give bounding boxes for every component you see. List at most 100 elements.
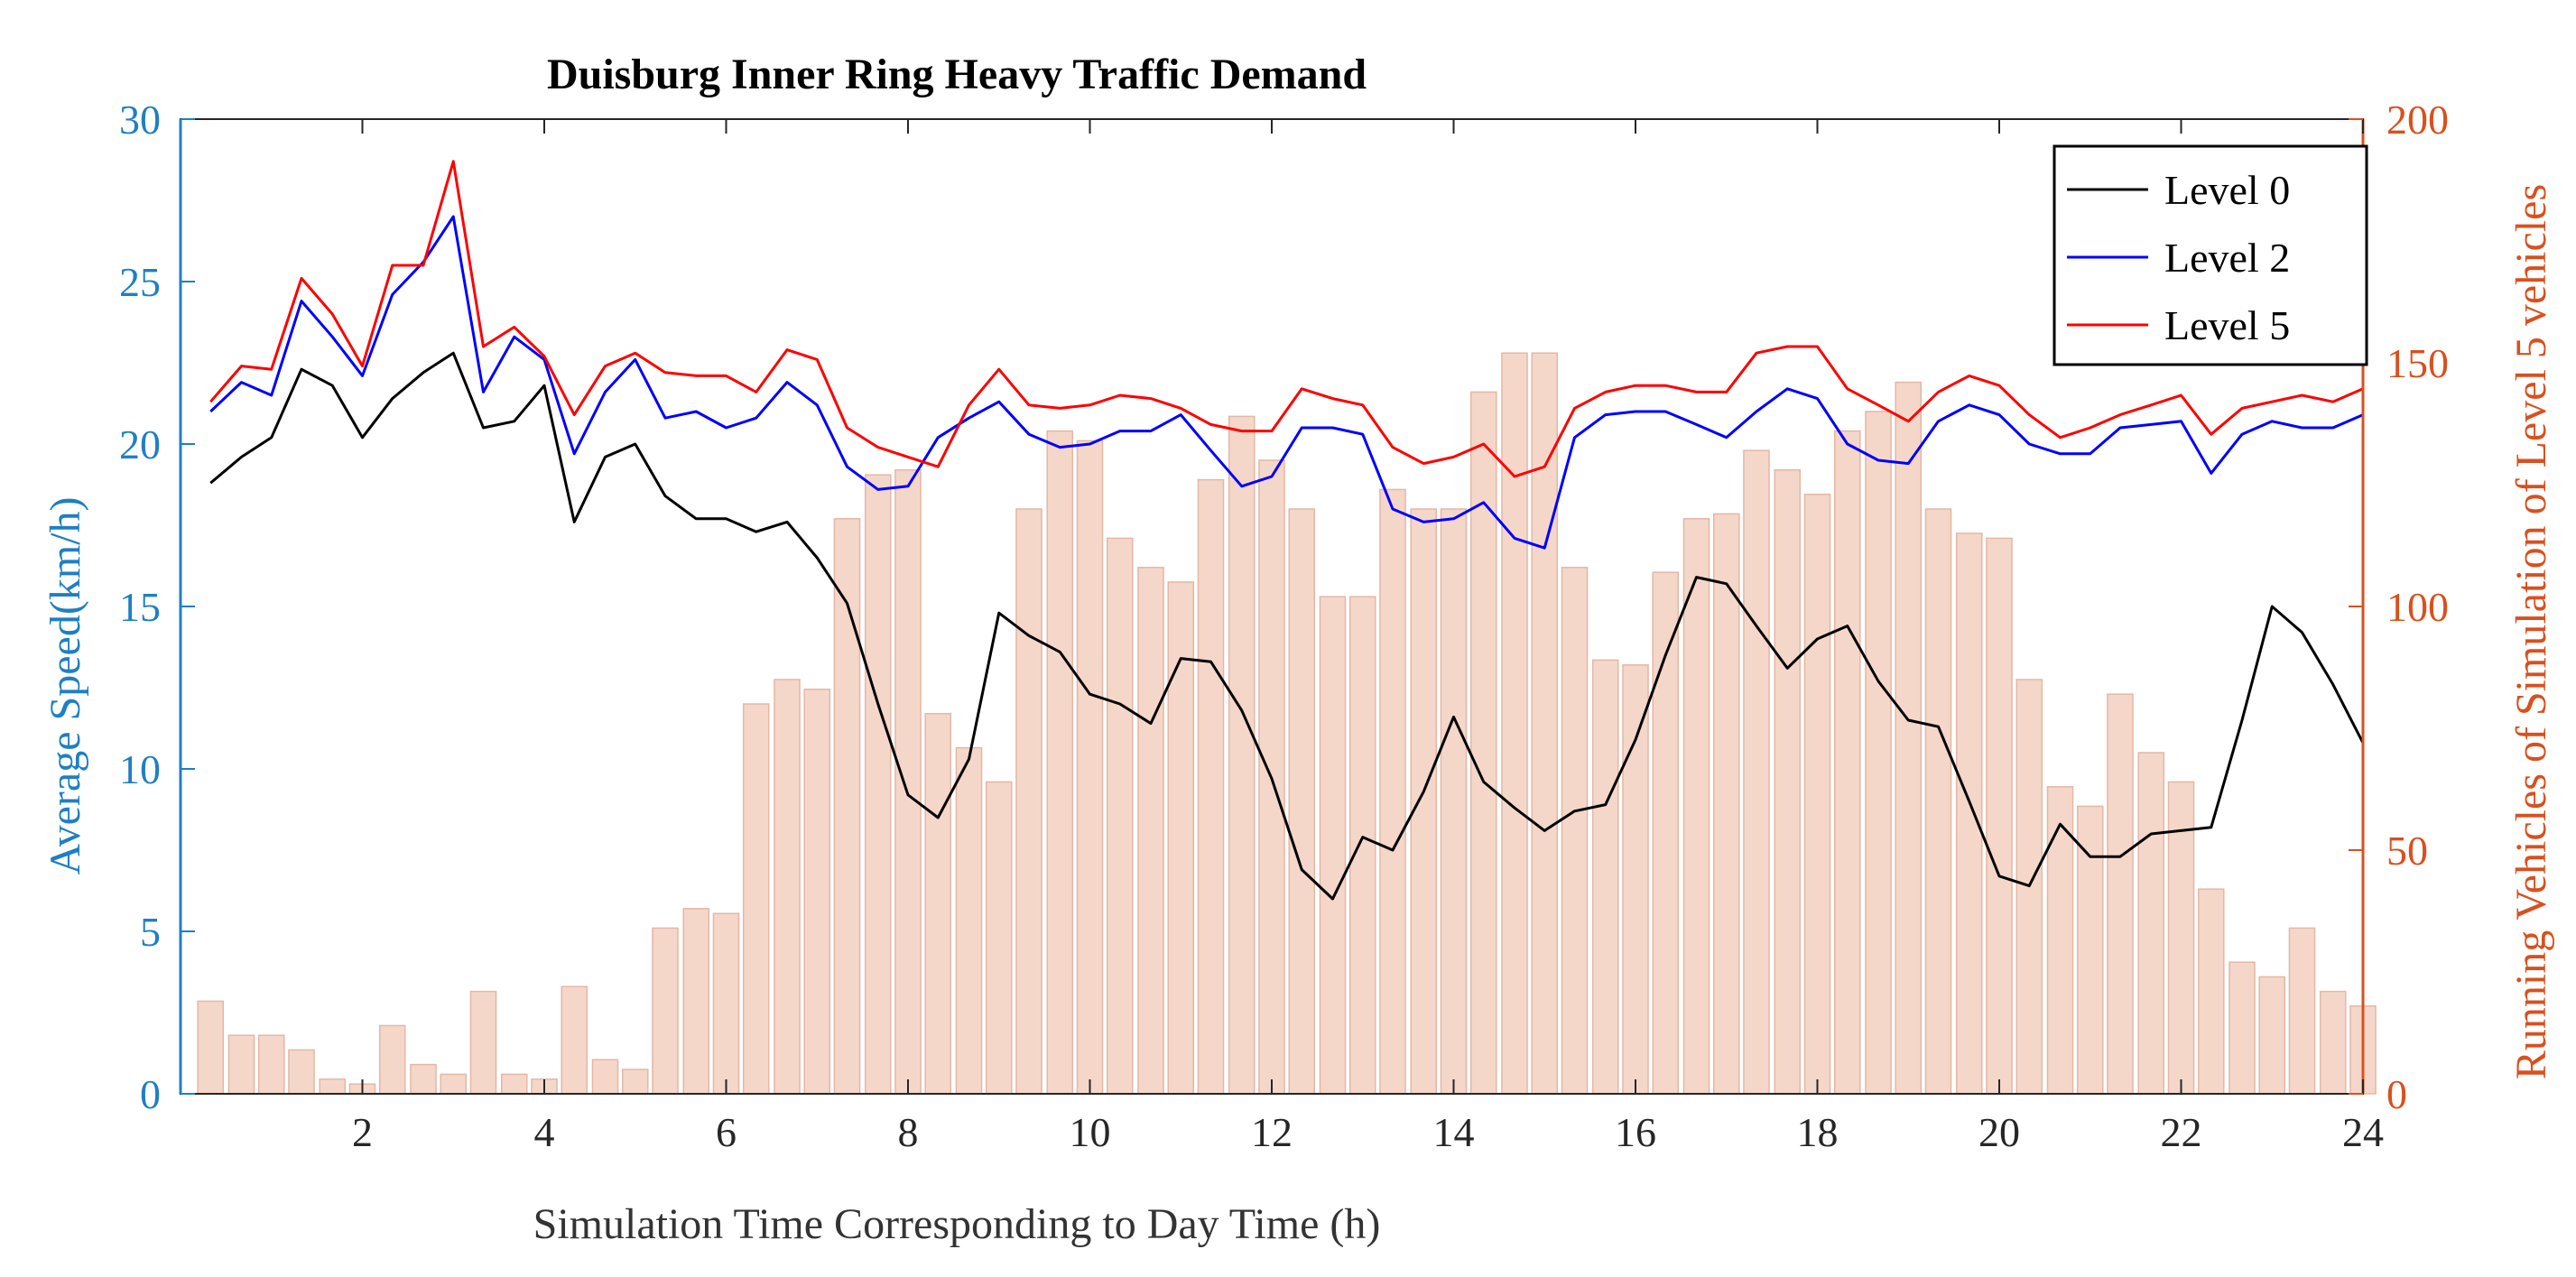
bar-running-vehicles (1924, 508, 1952, 1095)
bar-running-vehicles (2137, 752, 2165, 1095)
bar-running-vehicles (985, 781, 1013, 1095)
bar-running-vehicles (1955, 532, 1983, 1095)
y-right-tick-label: 100 (2386, 584, 2449, 630)
bar-running-vehicles (803, 689, 831, 1095)
bar-running-vehicles (1015, 508, 1042, 1095)
y-left-tick-label: 0 (140, 1071, 161, 1117)
bar-running-vehicles (2288, 927, 2316, 1095)
x-tick-label: 10 (1070, 1109, 1111, 1155)
bar-running-vehicles (440, 1073, 468, 1095)
bar-running-vehicles (1076, 440, 1104, 1095)
bar-running-vehicles (1682, 518, 1710, 1095)
bar-running-vehicles (1440, 508, 1468, 1095)
y-left-tick-label: 5 (140, 909, 161, 955)
bar-running-vehicles (1865, 411, 1892, 1095)
bar-running-vehicles (591, 1059, 619, 1095)
legend: Level 0 Level 2 Level 5 (2052, 144, 2368, 366)
bar-running-vehicles (924, 713, 952, 1095)
y-left-tick-label: 30 (119, 97, 161, 143)
bar-running-vehicles (1986, 537, 2013, 1095)
bar-running-vehicles (1106, 537, 1134, 1095)
legend-label-level-5: Level 5 (2164, 302, 2290, 348)
bar-running-vehicles (197, 1000, 225, 1095)
bar-running-vehicles (288, 1049, 315, 1095)
y-right-tick-label: 200 (2386, 97, 2449, 143)
x-tick-label: 16 (1615, 1109, 1656, 1155)
bar-running-vehicles (1197, 478, 1225, 1095)
bar-running-vehicles (2197, 888, 2225, 1095)
axes-layer: 2 4 6 8 10 12 14 16 18 20 22 2405101520253005010015… (119, 97, 2449, 1155)
bar-running-vehicles (1591, 659, 1619, 1095)
bar-running-vehicles (257, 1034, 285, 1095)
bar-running-vehicles (1348, 596, 1376, 1095)
y-axis-right-label: Running Vehicles of Simulation of Level … (2507, 184, 2555, 1079)
bar-running-vehicles (2258, 976, 2286, 1095)
x-tick-label: 2 (352, 1109, 373, 1155)
bar-running-vehicles (774, 679, 801, 1095)
legend-label-level-2: Level 2 (2164, 235, 2290, 281)
bar-running-vehicles (469, 990, 497, 1095)
bar-running-vehicles (1469, 391, 1497, 1095)
bar-running-vehicles (1379, 488, 1406, 1095)
bar-running-vehicles (1622, 664, 1649, 1095)
bar-running-vehicles (894, 469, 922, 1095)
series-line-level-0 (209, 351, 2365, 901)
bar-running-vehicles (410, 1063, 437, 1095)
bar-running-vehicles (227, 1034, 255, 1095)
bar-running-vehicles (1501, 352, 1528, 1095)
bar-running-vehicles (1803, 494, 1831, 1095)
bar-running-vehicles (864, 474, 892, 1095)
lines-layer (209, 160, 2365, 901)
bar-running-vehicles (2229, 961, 2256, 1095)
bar-running-vehicles (1652, 571, 1680, 1095)
bar-running-vehicles (500, 1073, 528, 1095)
bar-running-vehicles (2107, 693, 2134, 1095)
series-line-level-2 (209, 215, 2364, 550)
y-left-tick-label: 15 (119, 584, 161, 630)
bar-running-vehicles (2046, 786, 2074, 1095)
bar-running-vehicles (1319, 596, 1347, 1095)
series-line-level-5 (209, 160, 2364, 478)
x-tick-label: 14 (1433, 1109, 1475, 1155)
x-tick-label: 20 (1978, 1109, 2020, 1155)
chart-title: Duisburg Inner Ring Heavy Traffic Demand (547, 51, 1367, 98)
bar-running-vehicles (1712, 513, 1740, 1095)
bar-running-vehicles (1288, 508, 1316, 1095)
legend-label-level-0: Level 0 (2164, 167, 2290, 213)
bar-running-vehicles (742, 703, 770, 1095)
x-tick-label: 22 (2161, 1109, 2202, 1155)
bar-running-vehicles (712, 912, 740, 1095)
bar-running-vehicles (833, 518, 861, 1095)
y-left-tick-label: 20 (119, 421, 161, 467)
y-axis-left-label: Average Speed(km/h) (42, 497, 89, 875)
bar-running-vehicles (652, 927, 679, 1095)
y-right-tick-label: 50 (2386, 828, 2428, 874)
bar-running-vehicles (955, 746, 983, 1095)
bar-running-vehicles (1895, 381, 1923, 1095)
x-tick-label: 6 (716, 1109, 737, 1155)
legend-box (2052, 144, 2368, 366)
bar-running-vehicles (2319, 990, 2347, 1095)
y-right-tick-label: 0 (2386, 1071, 2407, 1117)
bar-running-vehicles (1046, 430, 1074, 1095)
bar-running-vehicles (1743, 449, 1770, 1095)
x-axis-label: Simulation Time Corresponding to Day Tim… (533, 1200, 1381, 1248)
x-tick-label: 12 (1251, 1109, 1293, 1155)
x-tick-label: 24 (2342, 1109, 2384, 1155)
bar-running-vehicles (2076, 805, 2104, 1095)
bar-running-vehicles (1833, 430, 1861, 1095)
bar-running-vehicles (621, 1069, 649, 1095)
bar-running-vehicles (1410, 508, 1438, 1095)
bar-running-vehicles (1228, 415, 1256, 1095)
bar-running-vehicles (682, 908, 710, 1095)
bar-running-vehicles (1774, 469, 1802, 1095)
bar-running-vehicles (378, 1024, 406, 1095)
x-tick-label: 8 (898, 1109, 919, 1155)
bar-running-vehicles (319, 1078, 347, 1095)
bar-running-vehicles (1137, 567, 1164, 1095)
x-tick-label: 4 (534, 1109, 555, 1155)
bar-running-vehicles (1561, 567, 1589, 1095)
y-left-tick-label: 10 (119, 746, 161, 792)
y-left-tick-label: 25 (119, 259, 161, 305)
